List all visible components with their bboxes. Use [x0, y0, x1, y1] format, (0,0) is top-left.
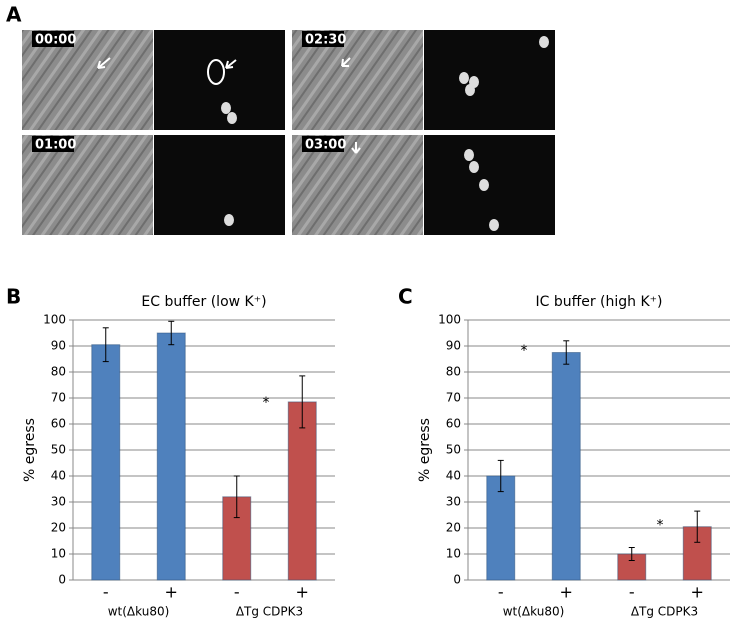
y-tick-label: 60 — [446, 417, 461, 431]
y-tick-label: 40 — [446, 469, 461, 483]
y-tick-label: 20 — [51, 521, 66, 535]
bar — [91, 344, 121, 581]
x-tick-label: + — [296, 583, 309, 602]
y-tick-label: 0 — [453, 573, 461, 587]
chart-title: IC buffer (high K⁺) — [535, 294, 662, 310]
x-tick-label: - — [234, 583, 240, 602]
parasite — [459, 72, 469, 84]
parasite — [464, 149, 474, 161]
y-tick-label: 70 — [446, 391, 461, 405]
y-tick-label: 80 — [51, 365, 66, 379]
timestamp-bg — [32, 136, 74, 152]
y-tick-label: 50 — [51, 443, 66, 457]
x-tick-label: + — [691, 583, 704, 602]
significance-mark: * — [263, 395, 270, 411]
timestamp: 00:00 — [35, 33, 76, 48]
y-tick-label: 60 — [51, 417, 66, 431]
x-tick-label: - — [629, 583, 635, 602]
bar — [551, 352, 581, 581]
y-tick-label: 70 — [51, 391, 66, 405]
fluorescence-image — [424, 30, 555, 130]
significance-mark: * — [657, 517, 664, 533]
x-tick-label: - — [103, 583, 109, 602]
parasite — [479, 179, 489, 191]
significance-mark: * — [521, 343, 528, 359]
parasite — [227, 112, 237, 124]
chart-title: EC buffer (low K⁺) — [141, 294, 266, 310]
parasite — [224, 214, 234, 226]
timestamp-bg — [32, 31, 74, 47]
x-tick-label: - — [498, 583, 504, 602]
y-tick-label: 40 — [51, 469, 66, 483]
group-label: wt(Δku80) — [503, 605, 565, 619]
y-axis-label: % egress — [22, 418, 38, 482]
timestamp-bg — [302, 136, 344, 152]
panel-label: C — [398, 285, 413, 309]
micrographs: 00:00 01:00 02:30 03:00 — [22, 30, 555, 235]
y-tick-label: 90 — [446, 339, 461, 353]
group-label: ΔTg CDPK3 — [631, 605, 698, 619]
timestamp: 01:00 — [35, 138, 76, 153]
x-tick-label: + — [165, 583, 178, 602]
y-tick-label: 90 — [51, 339, 66, 353]
fluorescence-image — [154, 135, 285, 235]
fluorescence-image — [424, 135, 555, 235]
panel-label: B — [6, 285, 21, 309]
parasite — [221, 102, 231, 114]
panel-label: A — [6, 3, 22, 27]
y-axis-label: % egress — [417, 418, 433, 482]
timestamp: 02:30 — [305, 33, 346, 48]
fluorescence-image — [154, 30, 285, 130]
arrows — [97, 57, 361, 154]
y-tick-label: 30 — [446, 495, 461, 509]
parasite — [489, 219, 499, 231]
bar — [486, 475, 516, 581]
y-tick-label: 10 — [446, 547, 461, 561]
parasite — [469, 161, 479, 173]
bar — [156, 332, 186, 581]
parasite — [465, 84, 475, 96]
y-tick-label: 50 — [446, 443, 461, 457]
y-tick-label: 0 — [58, 573, 66, 587]
group-label: wt(Δku80) — [108, 605, 170, 619]
y-tick-label: 100 — [438, 313, 461, 327]
timestamp-bg — [302, 31, 344, 47]
bar — [287, 401, 317, 581]
x-tick-label: + — [560, 583, 573, 602]
y-tick-label: 20 — [446, 521, 461, 535]
parasite — [539, 36, 549, 48]
y-tick-label: 80 — [446, 365, 461, 379]
y-tick-label: 100 — [43, 313, 66, 327]
timestamp: 03:00 — [305, 138, 346, 153]
y-tick-label: 30 — [51, 495, 66, 509]
y-tick-label: 10 — [51, 547, 66, 561]
group-label: ΔTg CDPK3 — [236, 605, 303, 619]
